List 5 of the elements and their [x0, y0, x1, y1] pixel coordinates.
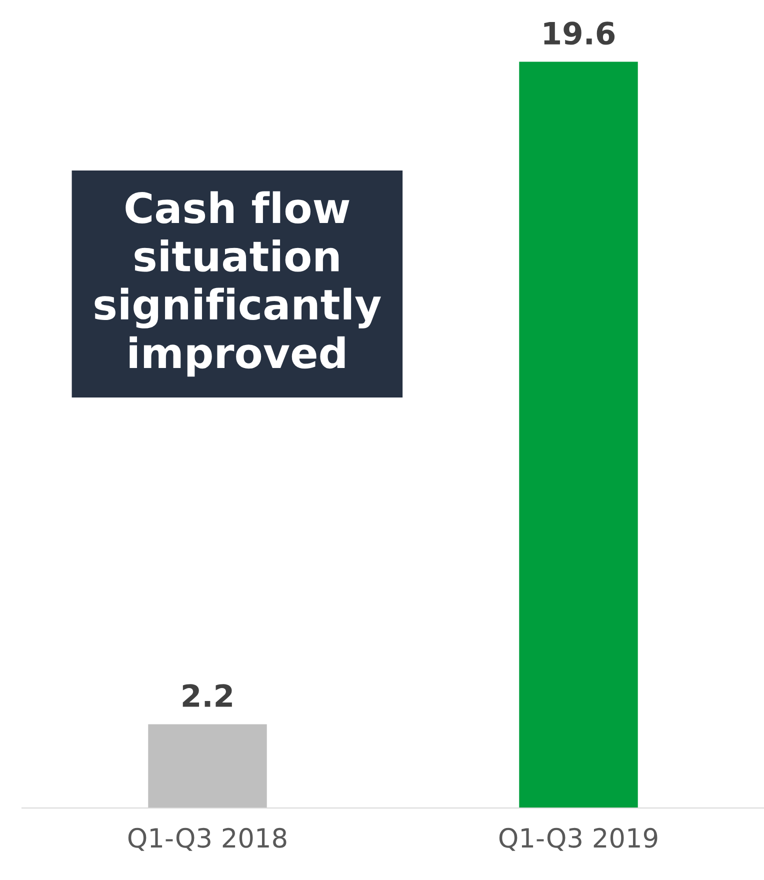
data-label: 19.6	[544, 22, 615, 45]
data-label: 2.2	[182, 684, 232, 707]
x-tick-label: Q1-Q3 2018	[128, 828, 286, 851]
annotation: Cash flow situation significantly improved	[94, 191, 381, 377]
x-tick-label: Q1-Q3 2019	[499, 828, 658, 851]
